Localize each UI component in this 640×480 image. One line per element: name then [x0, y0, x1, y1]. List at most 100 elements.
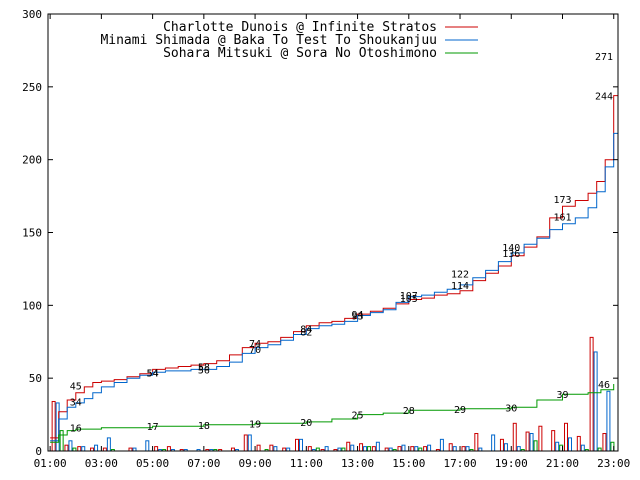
- count-bar: [589, 336, 594, 452]
- data-label: 18: [198, 421, 210, 432]
- data-label: 70: [249, 345, 261, 356]
- y-tick-label: 150: [22, 227, 42, 240]
- count-bar: [538, 425, 543, 452]
- count-bar: [602, 433, 607, 452]
- data-label: 39: [556, 390, 568, 401]
- count-bar: [427, 444, 432, 452]
- data-label: 161: [553, 212, 571, 223]
- count-bar: [166, 446, 171, 452]
- count-bar: [448, 443, 453, 452]
- data-label: 114: [451, 281, 469, 292]
- y-tick-label: 250: [22, 81, 42, 94]
- count-bar: [68, 440, 73, 452]
- data-label: 84: [300, 325, 312, 336]
- data-label: 28: [403, 406, 415, 417]
- count-bar: [371, 446, 376, 452]
- data-label: 136: [502, 249, 520, 260]
- count-bar: [567, 437, 572, 452]
- count-bar: [346, 441, 351, 452]
- count-bar: [465, 446, 470, 452]
- x-tick-label: 17:00: [443, 457, 476, 470]
- count-bar: [512, 422, 517, 452]
- data-label: 54: [147, 368, 159, 379]
- count-bar: [94, 444, 99, 452]
- legend-label: Sohara Mitsuki @ Sora No Otoshimono: [163, 46, 437, 61]
- count-bar: [350, 444, 355, 452]
- data-label: 19: [249, 419, 261, 430]
- count-bar: [106, 437, 111, 452]
- x-tick-label: 23:00: [597, 457, 630, 470]
- series-line: [50, 56, 619, 439]
- count-bar: [529, 433, 534, 452]
- x-tick-label: 15:00: [392, 457, 425, 470]
- count-bar: [363, 446, 368, 452]
- data-label: 17: [147, 422, 159, 433]
- count-bar: [51, 400, 56, 452]
- legend-label: Minami Shimada @ Baka To Test To Shoukan…: [100, 33, 437, 48]
- count-bar: [247, 434, 252, 452]
- count-bar: [555, 441, 560, 452]
- data-label: 93: [352, 312, 364, 323]
- count-bar: [81, 446, 86, 452]
- y-tick-label: 300: [22, 8, 42, 21]
- x-tick-label: 07:00: [187, 457, 220, 470]
- data-label: 58: [198, 363, 210, 374]
- y-tick-label: 0: [35, 445, 42, 458]
- count-bar: [299, 438, 304, 452]
- x-tick-label: 03:00: [85, 457, 118, 470]
- series-line: [50, 95, 619, 442]
- data-label: 34: [70, 397, 82, 408]
- count-bar: [359, 443, 364, 452]
- count-bar: [307, 446, 312, 452]
- legend: Charlotte Dunois @ Infinite StratosMinam…: [100, 20, 478, 61]
- data-label: 46: [598, 380, 610, 391]
- y-tick-label: 100: [22, 299, 42, 312]
- cumulative-series-lines: [50, 56, 619, 443]
- data-label: 173: [553, 195, 571, 206]
- count-bar: [563, 422, 568, 452]
- data-label: 122: [451, 269, 469, 280]
- count-bar: [375, 441, 380, 452]
- x-tick-label: 13:00: [341, 457, 374, 470]
- data-label: 20: [300, 418, 312, 429]
- count-bar: [59, 430, 64, 452]
- count-bar: [269, 444, 274, 452]
- data-label: 16: [70, 424, 82, 435]
- count-bar: [491, 434, 496, 452]
- x-tick-label: 21:00: [546, 457, 579, 470]
- count-bar: [516, 446, 521, 452]
- plot-frame: [47, 13, 619, 452]
- data-label: 45: [70, 381, 82, 392]
- x-tick-label: 19:00: [495, 457, 528, 470]
- data-label: 105: [400, 294, 418, 305]
- count-bar: [367, 446, 372, 452]
- data-label: 140: [502, 243, 520, 254]
- count-bar: [474, 433, 479, 452]
- count-bar: [503, 443, 508, 452]
- count-bar: [551, 430, 556, 452]
- data-label: 271: [595, 52, 613, 63]
- x-tick-label: 09:00: [239, 457, 272, 470]
- count-bar: [256, 444, 261, 452]
- count-bar: [580, 444, 585, 452]
- y-axis: 0 50 100 150 200 250 300: [22, 8, 618, 458]
- data-label: 107: [400, 291, 418, 302]
- data-label: 244: [595, 92, 613, 103]
- count-bar: [525, 431, 530, 452]
- legend-label: Charlotte Dunois @ Infinite Stratos: [163, 20, 437, 35]
- data-label: 29: [454, 405, 466, 416]
- data-label: 82: [300, 328, 312, 339]
- x-tick-label: 05:00: [136, 457, 169, 470]
- count-bar: [414, 446, 419, 452]
- count-bar: [606, 390, 611, 452]
- count-bar: [397, 446, 402, 452]
- data-label: 56: [198, 365, 210, 376]
- data-label: 54: [147, 368, 159, 379]
- count-bar: [273, 446, 278, 452]
- data-label: 74: [249, 339, 261, 350]
- count-bar: [533, 440, 538, 452]
- count-bar: [145, 440, 150, 452]
- count-bar: [461, 446, 466, 452]
